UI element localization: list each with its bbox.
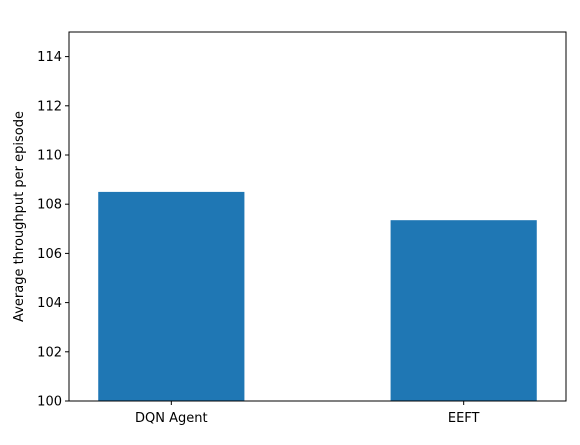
bars-group [98,191,537,401]
y-tick-label: 112 [37,99,62,114]
x-tick-label: DQN Agent [135,411,208,426]
y-tick-label: 104 [37,296,62,311]
y-axis-ticks: 100 102 104 106 108 110 112 114 [37,50,69,410]
bar-dqn-agent [98,191,245,401]
x-tick-label: EEFT [448,411,480,426]
y-tick-label: 106 [37,247,62,262]
y-tick-label: 100 [37,395,62,410]
bar-eeft [390,220,537,401]
y-tick-label: 110 [37,149,62,164]
y-tick-label: 102 [37,345,62,360]
x-axis-ticks: DQN Agent EEFT [135,401,480,426]
plot-frame [68,31,567,402]
y-tick-label: 108 [37,198,62,213]
y-tick-label: 114 [37,50,62,65]
y-axis-label: Average throughput per episode [12,111,27,322]
